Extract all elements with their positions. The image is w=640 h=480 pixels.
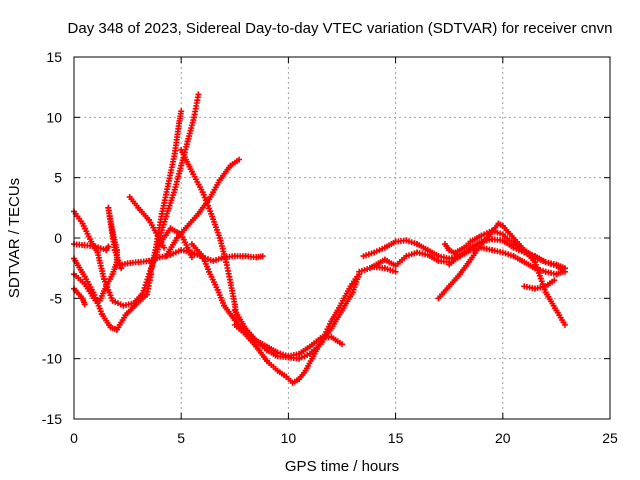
- y-axis-label: SDTVAR / TECUs: [6, 178, 23, 298]
- series-track-11: [178, 146, 240, 324]
- axis-ticks: 0 5 10 15 20 25 -15 -10 -5 0 5 10 15: [42, 49, 618, 446]
- series-track-3: [71, 241, 112, 254]
- series-track-22: [521, 277, 558, 292]
- data-point-marker: [140, 287, 147, 294]
- data-point-marker: [561, 321, 568, 328]
- data-markers: [71, 91, 568, 386]
- data-point-marker: [81, 301, 88, 308]
- data-point-marker: [551, 277, 558, 284]
- x-tick-label: 5: [177, 430, 185, 446]
- series-track-2: [71, 255, 155, 333]
- data-point-marker: [392, 268, 399, 275]
- series-track-10: [163, 156, 243, 260]
- y-tick-label: -10: [42, 351, 62, 367]
- series-track-21: [441, 241, 566, 278]
- x-axis-label: GPS time / hours: [285, 458, 399, 475]
- x-tick-label: 20: [495, 430, 511, 446]
- data-point-marker: [105, 243, 112, 250]
- data-point-marker: [559, 268, 566, 275]
- series-track-14: [231, 271, 363, 362]
- x-tick-label: 15: [388, 430, 404, 446]
- series-track-9: [154, 91, 202, 248]
- x-tick-label: 10: [281, 430, 297, 446]
- y-tick-label: -5: [50, 290, 63, 306]
- data-point-marker: [339, 341, 345, 348]
- data-point-marker: [118, 265, 125, 272]
- data-point-marker: [236, 156, 243, 163]
- data-point-marker: [142, 282, 149, 289]
- data-point-marker: [195, 91, 202, 98]
- data-point-marker: [259, 253, 266, 260]
- series-track-6: [126, 193, 168, 251]
- chart-title: Day 348 of 2023, Sidereal Day-to-day VTE…: [68, 20, 613, 37]
- y-tick-label: 5: [54, 170, 62, 186]
- series-track-17: [371, 263, 399, 275]
- data-point-marker: [141, 284, 148, 291]
- y-tick-label: 10: [46, 109, 62, 125]
- plot-frame: [73, 56, 611, 420]
- x-tick-label: 0: [70, 430, 78, 446]
- grid: [74, 57, 610, 419]
- data-point-marker: [178, 108, 185, 115]
- y-tick-label: 0: [54, 230, 62, 246]
- data-point-marker: [139, 290, 146, 297]
- data-point-marker: [161, 244, 168, 251]
- y-tick-label: -15: [42, 411, 62, 427]
- series-track-13: [231, 273, 361, 386]
- x-tick-label: 25: [602, 430, 618, 446]
- y-tick-label: 15: [46, 49, 62, 65]
- series-track-4: [71, 204, 125, 304]
- series-track-16: [356, 249, 453, 275]
